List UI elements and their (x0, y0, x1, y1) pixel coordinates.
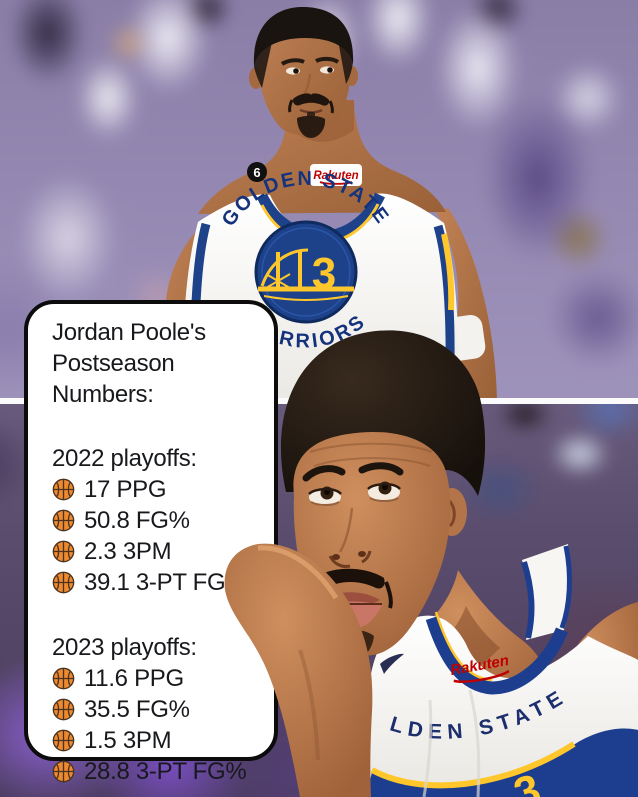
basketball-icon (52, 540, 75, 563)
stats-card: Jordan Poole's Postseason Numbers: 2022 … (24, 300, 278, 785)
stat-value: 2.3 3PM (84, 538, 172, 565)
stat-value: 50.8 FG% (84, 507, 190, 534)
section-2023: 2023 playoffs: 11.6 PPG 35.5 FG% 1.5 3PM… (52, 632, 274, 787)
commemorative-patch-number: 6 (253, 165, 260, 180)
basketball-icon (52, 667, 75, 690)
basketball-icon (52, 729, 75, 752)
basketball-icon (52, 698, 75, 721)
goatee (297, 115, 326, 138)
stat-row: 39.1 3-PT FG% (52, 567, 274, 598)
stat-value: 11.6 PPG (84, 665, 184, 692)
stat-value: 39.1 3-PT FG% (84, 569, 247, 596)
jersey-number: 3 (312, 249, 336, 298)
card-title-line2: Postseason Numbers: (52, 350, 175, 408)
basketball-icon (52, 571, 75, 594)
player-head (249, 6, 358, 138)
stat-row: 11.6 PPG (52, 663, 274, 694)
section-2022: 2022 playoffs: 17 PPG 50.8 FG% 2.3 3PM 3… (52, 443, 274, 598)
card-title-line1: Jordan Poole's (52, 319, 206, 346)
basketball-icon (52, 478, 75, 501)
stat-value: 17 PPG (84, 476, 167, 503)
stat-row: 17 PPG (52, 474, 274, 505)
card-title: Jordan Poole's Postseason Numbers: (52, 317, 274, 410)
mustache (292, 93, 330, 106)
section-heading: 2023 playoffs: (52, 634, 197, 661)
hair (253, 6, 354, 66)
stat-value: 1.5 3PM (84, 727, 172, 754)
section-heading: 2022 playoffs: (52, 445, 197, 472)
stat-row: 1.5 3PM (52, 725, 274, 756)
stat-row: 2.3 3PM (52, 536, 274, 567)
basketball-icon (52, 509, 75, 532)
stat-value: 28.8 3-PT FG% (84, 758, 247, 785)
warriors-logo: 3 (254, 220, 358, 324)
sponsor-patch-text: Rakuten (313, 170, 358, 182)
basketball-icon (52, 760, 75, 783)
commemorative-patch (247, 162, 267, 182)
stat-value: 35.5 FG% (84, 696, 190, 723)
stat-row: 28.8 3-PT FG% (52, 756, 274, 787)
stat-row: 35.5 FG% (52, 694, 274, 725)
bridge-cable (260, 248, 309, 287)
stat-row: 50.8 FG% (52, 505, 274, 536)
sponsor-patch (310, 164, 362, 186)
